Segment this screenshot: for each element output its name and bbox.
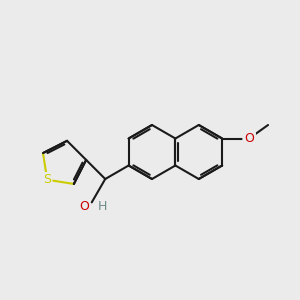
Text: S: S (43, 173, 51, 186)
Text: O: O (244, 132, 254, 145)
Text: O: O (79, 200, 89, 213)
Text: H: H (98, 200, 107, 213)
